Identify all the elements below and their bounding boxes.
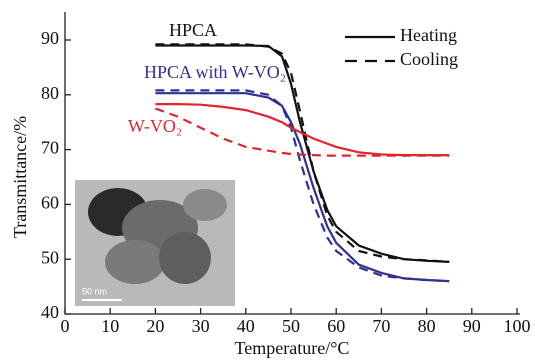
x-tick-label: 40 — [237, 316, 255, 336]
y-tick-label: 90 — [41, 28, 59, 48]
y-tick-label: 50 — [41, 247, 59, 267]
y-axis-label: Transmittance/% — [10, 116, 30, 238]
x-tick-label: 20 — [146, 316, 164, 336]
x-axis-label: Temperature/°C — [235, 338, 350, 358]
legend-label: Heating — [400, 25, 457, 45]
series-label: HPCA — [169, 20, 217, 40]
y-tick-label: 60 — [41, 193, 59, 213]
series-label: HPCA with W-VO₂ — [144, 62, 286, 82]
x-tick-label: 50 — [282, 316, 300, 336]
x-tick-label: 60 — [327, 316, 345, 336]
x-tick-label: 70 — [372, 316, 390, 336]
x-tick-label: 30 — [192, 316, 210, 336]
y-tick-label: 80 — [41, 83, 59, 103]
x-tick-label: 90 — [463, 316, 481, 336]
y-tick-label: 70 — [41, 138, 59, 158]
legend-label: Cooling — [400, 49, 458, 69]
x-tick-label: 0 — [61, 316, 70, 336]
x-tick-label: 80 — [418, 316, 436, 336]
y-tick-label: 40 — [41, 302, 59, 322]
series-label: W-VO₂ — [128, 116, 182, 136]
x-tick-label: 10 — [101, 316, 119, 336]
x-tick-label: 100 — [504, 316, 531, 336]
chart: 50 nm Temperature/°C Transmittance/% 0 10… — [0, 0, 535, 361]
inset-image: 50 nm — [75, 180, 235, 306]
scale-label: 50 nm — [82, 286, 107, 296]
